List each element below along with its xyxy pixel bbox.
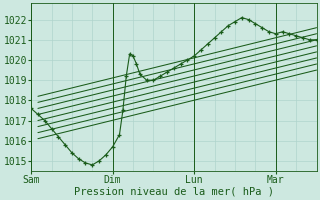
X-axis label: Pression niveau de la mer( hPa ): Pression niveau de la mer( hPa ) — [74, 187, 274, 197]
